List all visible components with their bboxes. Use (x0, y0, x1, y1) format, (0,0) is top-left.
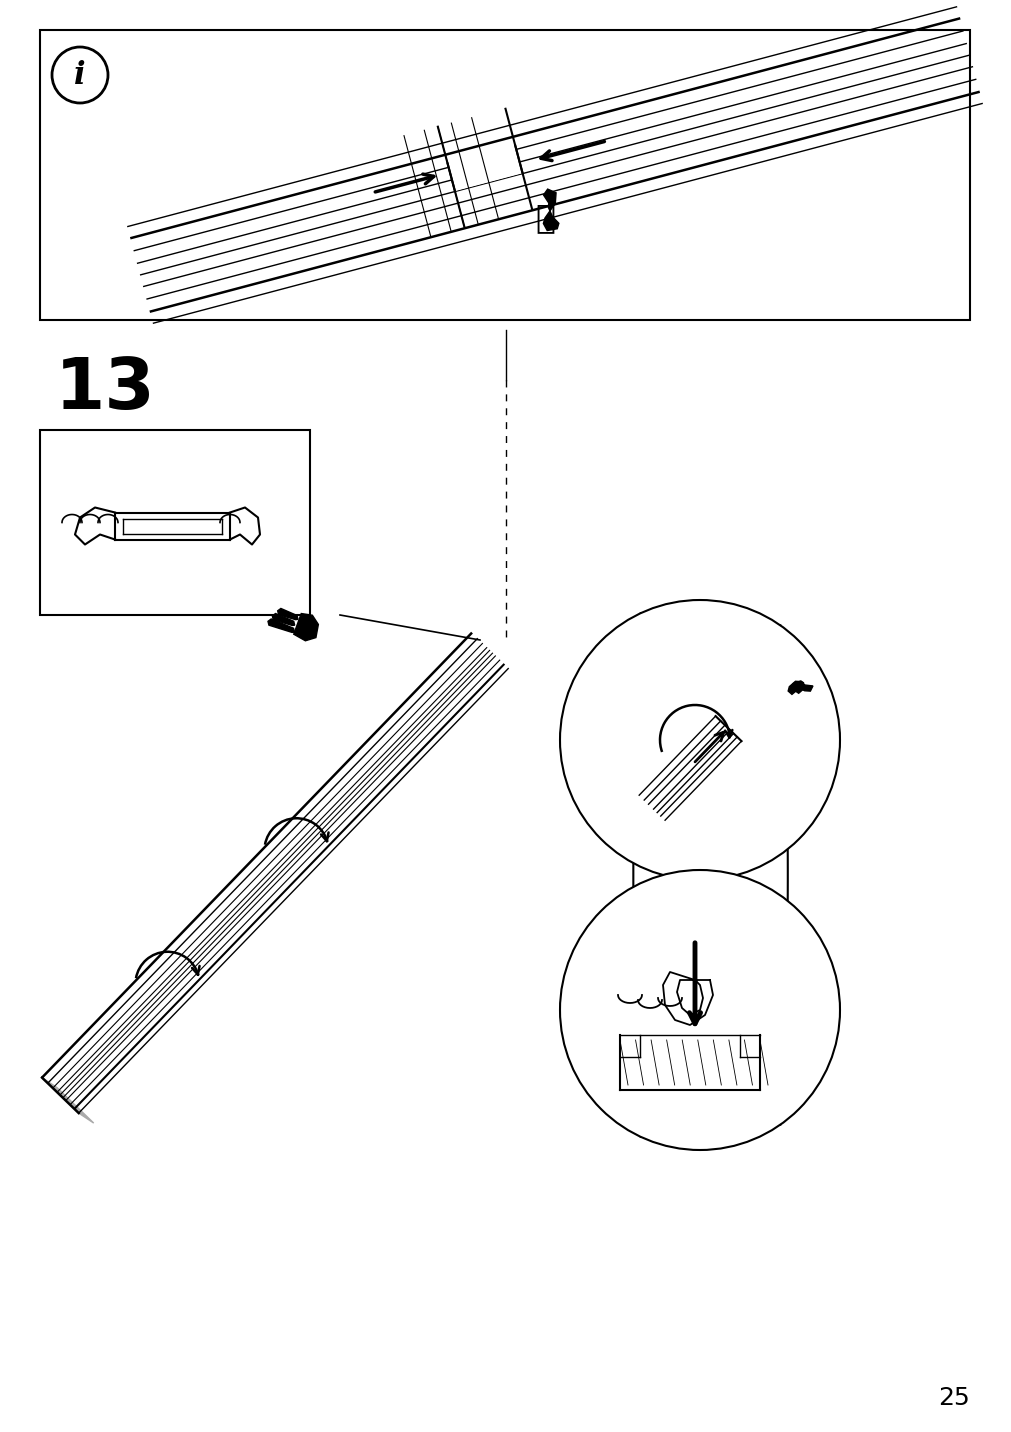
Text: 13: 13 (55, 355, 156, 424)
Polygon shape (42, 1078, 94, 1123)
Polygon shape (662, 972, 713, 1025)
Polygon shape (543, 189, 558, 231)
Polygon shape (277, 609, 297, 620)
Polygon shape (293, 613, 318, 640)
Polygon shape (633, 613, 787, 1137)
Polygon shape (795, 684, 806, 693)
Polygon shape (447, 146, 522, 190)
Text: i: i (74, 60, 86, 90)
Polygon shape (793, 682, 803, 689)
Text: 25: 25 (937, 1386, 969, 1411)
Text: ✋: ✋ (535, 202, 554, 235)
Circle shape (559, 600, 839, 881)
Polygon shape (268, 619, 294, 633)
Polygon shape (788, 682, 812, 695)
Bar (40, 430, 309, 614)
Circle shape (559, 871, 839, 1150)
Bar (40, 30, 969, 319)
Polygon shape (272, 613, 294, 626)
Circle shape (52, 47, 108, 103)
